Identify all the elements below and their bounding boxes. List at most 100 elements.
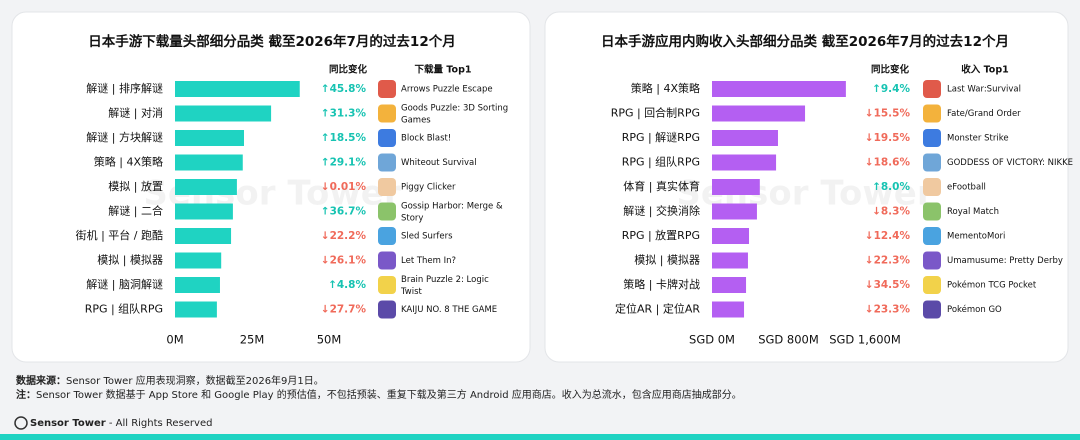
app-name: Royal Match <box>947 207 999 217</box>
category-label: RPG | 组队RPG <box>622 155 700 169</box>
label: 注： <box>16 388 36 401</box>
column-header: 同比变化 <box>871 64 910 76</box>
app-icon <box>923 251 941 270</box>
bar <box>712 277 747 293</box>
app-name: Goods Puzzle: 3D Sorting Games <box>401 103 508 125</box>
app-name: Brain Puzzle 2: Logic Twist <box>400 275 489 297</box>
app-name: Fate/Grand Order <box>947 109 1021 119</box>
panel <box>11 11 531 363</box>
category-label: 解谜 | 脑洞解谜 <box>86 277 163 291</box>
yoy-change: ↑18.5% <box>321 132 367 144</box>
bar <box>175 252 222 269</box>
app-icon <box>923 129 941 147</box>
bar <box>712 81 846 97</box>
footer-source: 数据来源：Sensor Tower 应用表现洞察，数据截至2026年9月1日。 <box>16 374 324 387</box>
bar <box>712 228 750 244</box>
brand: Sensor Tower <box>30 418 106 429</box>
category-label: 解谜 | 二合 <box>108 204 163 218</box>
bar <box>175 105 272 122</box>
bar <box>175 179 237 195</box>
app-icon <box>923 153 941 172</box>
text: Sensor Tower 数据基于 App Store 和 Google Pla… <box>36 388 742 401</box>
bar <box>175 277 220 293</box>
app-name: Sled Surfers <box>401 232 453 242</box>
category-label: RPG | 组队RPG <box>85 302 163 316</box>
app-name: Piggy Clicker <box>401 183 456 193</box>
bar <box>175 203 233 220</box>
bar <box>175 130 244 146</box>
app-name: Whiteout Survival <box>401 158 477 168</box>
app-name: GODDESS OF VICTORY: NIKKE <box>947 158 1073 168</box>
x-tick-label: SGD 1,600M <box>829 333 901 347</box>
yoy-change: ↑45.8% <box>321 83 367 95</box>
app-name: Last War:Survival <box>947 85 1021 95</box>
yoy-change: ↓23.3% <box>865 304 911 316</box>
app-icon <box>923 178 941 196</box>
yoy-change: ↑29.1% <box>321 157 367 169</box>
bar <box>175 228 232 244</box>
yoy-change: ↑36.7% <box>321 206 367 218</box>
category-label: 体育 | 真实体育 <box>623 179 700 193</box>
yoy-change: ↓0.01% <box>321 181 367 193</box>
category-label: RPG | 回合制RPG <box>611 106 700 120</box>
app-name: MementoMori <box>947 232 1005 242</box>
app-icon <box>923 276 941 294</box>
bar <box>712 154 777 171</box>
yoy-change: ↑31.3% <box>321 108 367 120</box>
category-label: 解谜 | 排序解谜 <box>86 81 163 95</box>
category-label: 模拟 | 模拟器 <box>97 253 163 267</box>
yoy-change: ↓34.5% <box>865 279 911 291</box>
app-icon <box>378 276 396 294</box>
x-tick-label: 25M <box>240 333 265 347</box>
app-icon <box>378 227 396 245</box>
yoy-change: ↓12.4% <box>865 230 911 242</box>
yoy-change: ↓19.5% <box>865 132 911 144</box>
bar <box>712 203 757 220</box>
x-tick-label: 0M <box>166 333 183 347</box>
app-icon <box>378 153 396 172</box>
app-icon <box>923 80 941 98</box>
column-header: 下载量 Top1 <box>415 64 472 76</box>
yoy-change: ↓18.6% <box>865 157 911 169</box>
x-tick-label: SGD 800M <box>758 333 819 347</box>
bar <box>712 301 745 318</box>
app-icon <box>378 300 396 319</box>
app-name: Monster Strike <box>947 134 1009 144</box>
category-label: 解谜 | 交换消除 <box>623 204 700 218</box>
yoy-change: ↑9.4% <box>872 83 910 95</box>
app-icon <box>923 104 941 123</box>
bar <box>712 130 778 146</box>
category-label: RPG | 解谜RPG <box>622 130 700 144</box>
bar <box>712 179 760 195</box>
column-header: 收入 Top1 <box>961 64 1008 76</box>
logo-icon <box>14 416 28 430</box>
column-header: 同比变化 <box>329 64 368 76</box>
footer-note: 注：Sensor Tower 数据基于 App Store 和 Google P… <box>16 388 742 401</box>
app-name: Pokémon GO <box>947 304 1002 315</box>
chart-title: 日本手游下载量头部细分品类 截至2026年7月的过去12个月 <box>88 33 455 50</box>
yoy-change: ↓22.3% <box>865 255 911 267</box>
bar <box>175 154 243 171</box>
category-label: 模拟 | 模拟器 <box>634 253 700 267</box>
x-tick-label: 50M <box>317 333 342 347</box>
yoy-change: ↓15.5% <box>865 108 911 120</box>
rights: - All Rights Reserved <box>106 418 213 429</box>
category-label: 街机 | 平台 / 跑酷 <box>76 228 163 242</box>
app-icon <box>923 202 941 221</box>
yoy-change: ↓27.7% <box>321 304 367 316</box>
footer-brand: Sensor Tower - All Rights Reserved <box>30 418 212 429</box>
category-label: 策略 | 卡牌对战 <box>623 277 700 291</box>
app-icon <box>378 202 396 221</box>
panel <box>544 11 1069 363</box>
category-label: RPG | 放置RPG <box>622 228 700 242</box>
category-label: 解谜 | 对消 <box>108 106 163 120</box>
bar <box>175 301 217 318</box>
app-icon <box>378 104 396 123</box>
text: Sensor Tower 应用表现洞察，数据截至2026年9月1日。 <box>66 374 324 387</box>
app-name: Umamusume: Pretty Derby <box>947 256 1063 266</box>
app-icon <box>923 227 941 245</box>
yoy-change: ↓22.2% <box>321 230 367 242</box>
bar <box>712 252 748 269</box>
